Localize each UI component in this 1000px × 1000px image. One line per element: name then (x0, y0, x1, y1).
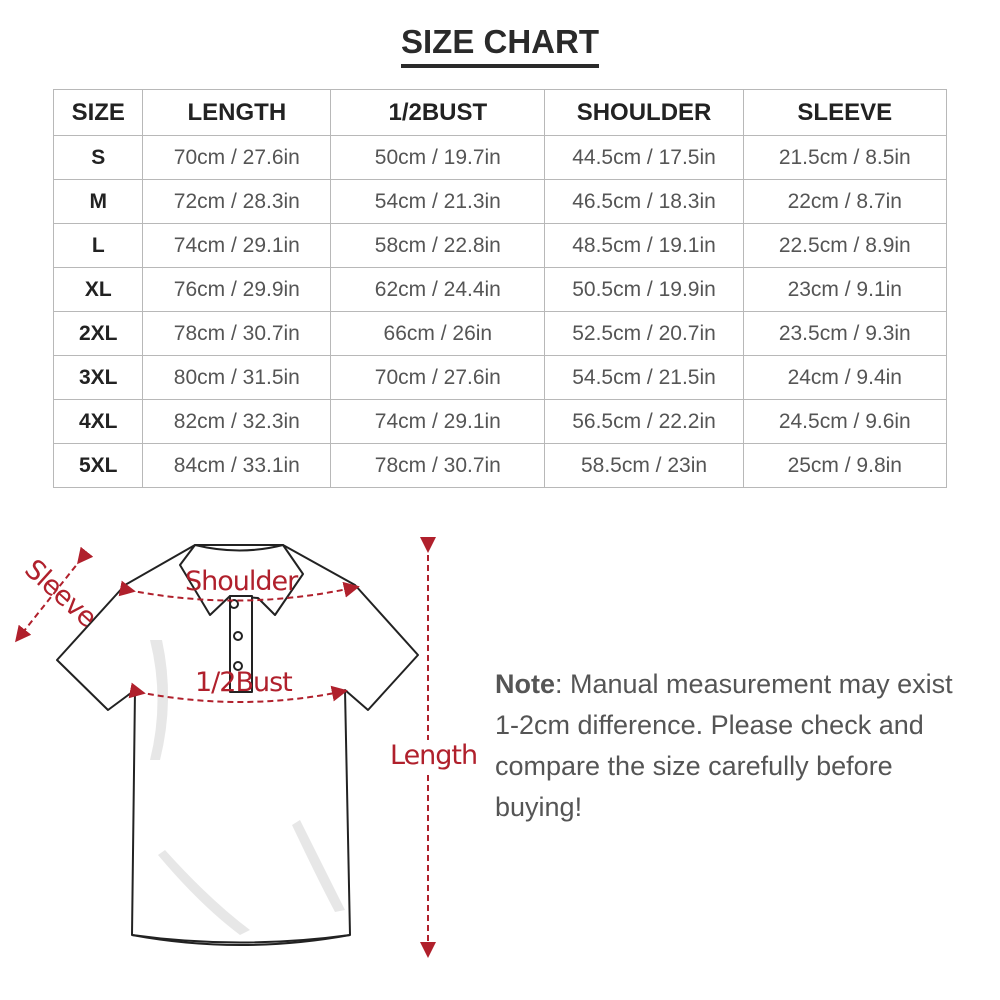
length-label: Length (390, 740, 478, 771)
table-row: 3XL 80cm / 31.5in 70cm / 27.6in 54.5cm / 21… (52, 355, 948, 400)
measurement-cell: 70cm / 27.6in (142, 135, 332, 180)
measurement-cell: 23.5cm / 9.3in (742, 311, 948, 356)
measurement-cell: 22cm / 8.7in (742, 179, 948, 224)
table-row: 2XL 78cm / 30.7in 66cm / 26in 52.5cm / 20.7… (52, 311, 948, 356)
measurement-cell: 25cm / 9.8in (742, 443, 948, 488)
size-chart-table: SIZE LENGTH 1/2BUST SHOULDER SLEEVE S 70cm / … (52, 89, 948, 488)
size-cell: 4XL (52, 399, 144, 444)
shoulder-label: Shoulder (185, 566, 298, 597)
measurement-cell: 62cm / 24.4in (330, 267, 546, 312)
shirt-body-outline (56, 544, 419, 946)
measurement-cell: 22.5cm / 8.9in (742, 223, 948, 268)
measurement-note: Note: Manual measurement may exist 1-2cm… (495, 664, 965, 828)
column-header: SHOULDER (544, 89, 744, 136)
size-cell: XL (52, 267, 144, 312)
size-cell: M (52, 179, 144, 224)
column-header: LENGTH (142, 89, 332, 136)
measurement-cell: 78cm / 30.7in (142, 311, 332, 356)
column-header: 1/2BUST (330, 89, 546, 136)
measurement-cell: 74cm / 29.1in (330, 399, 546, 444)
column-header: SLEEVE (742, 89, 948, 136)
measurement-cell: 76cm / 29.9in (142, 267, 332, 312)
measurement-cell: 46.5cm / 18.3in (544, 179, 744, 224)
table-row: S 70cm / 27.6in 50cm / 19.7in 44.5cm / 17.5… (52, 135, 948, 180)
measurement-cell: 23cm / 9.1in (742, 267, 948, 312)
table-row: 4XL 82cm / 32.3in 74cm / 29.1in 56.5cm / 22… (52, 399, 948, 444)
bust-label: 1/2Bust (195, 667, 293, 698)
size-cell: 5XL (52, 443, 144, 488)
table-row: L 74cm / 29.1in 58cm / 22.8in 48.5cm / 19.1… (52, 223, 948, 268)
measurement-cell: 56.5cm / 22.2in (544, 399, 744, 444)
polo-shirt-diagram (15, 537, 436, 958)
note-label: Note (495, 669, 555, 699)
measurement-cell: 70cm / 27.6in (330, 355, 546, 400)
table-row: M 72cm / 28.3in 54cm / 21.3in 46.5cm / 18.3… (52, 179, 948, 224)
measurement-cell: 72cm / 28.3in (142, 179, 332, 224)
measurement-cell: 74cm / 29.1in (142, 223, 332, 268)
table-row: XL 76cm / 29.9in 62cm / 24.4in 50.5cm / 19.… (52, 267, 948, 312)
size-cell: 2XL (52, 311, 144, 356)
note-text: : Manual measurement may exist 1-2cm dif… (495, 669, 953, 822)
measurement-cell: 48.5cm / 19.1in (544, 223, 744, 268)
size-cell: 3XL (52, 355, 144, 400)
measurement-cell: 58cm / 22.8in (330, 223, 546, 268)
size-cell: S (52, 135, 144, 180)
column-header: SIZE (52, 89, 144, 136)
measurement-cell: 24.5cm / 9.6in (742, 399, 948, 444)
measurement-cell: 82cm / 32.3in (142, 399, 332, 444)
measurement-cell: 66cm / 26in (330, 311, 546, 356)
table-row: 5XL 84cm / 33.1in 78cm / 30.7in 58.5cm / 23… (52, 443, 948, 488)
measurement-cell: 58.5cm / 23in (544, 443, 744, 488)
measurement-cell: 54cm / 21.3in (330, 179, 546, 224)
measurement-cell: 78cm / 30.7in (330, 443, 546, 488)
measurement-cell: 50cm / 19.7in (330, 135, 546, 180)
measurement-cell: 80cm / 31.5in (142, 355, 332, 400)
measurement-cell: 84cm / 33.1in (142, 443, 332, 488)
measurement-cell: 44.5cm / 17.5in (544, 135, 744, 180)
table-header-row: SIZE LENGTH 1/2BUST SHOULDER SLEEVE (52, 89, 948, 136)
measurement-cell: 54.5cm / 21.5in (544, 355, 744, 400)
measurement-cell: 24cm / 9.4in (742, 355, 948, 400)
measurement-cell: 50.5cm / 19.9in (544, 267, 744, 312)
size-cell: L (52, 223, 144, 268)
measurement-cell: 21.5cm / 8.5in (742, 135, 948, 180)
measurement-cell: 52.5cm / 20.7in (544, 311, 744, 356)
page-title: SIZE CHART (0, 22, 1000, 68)
